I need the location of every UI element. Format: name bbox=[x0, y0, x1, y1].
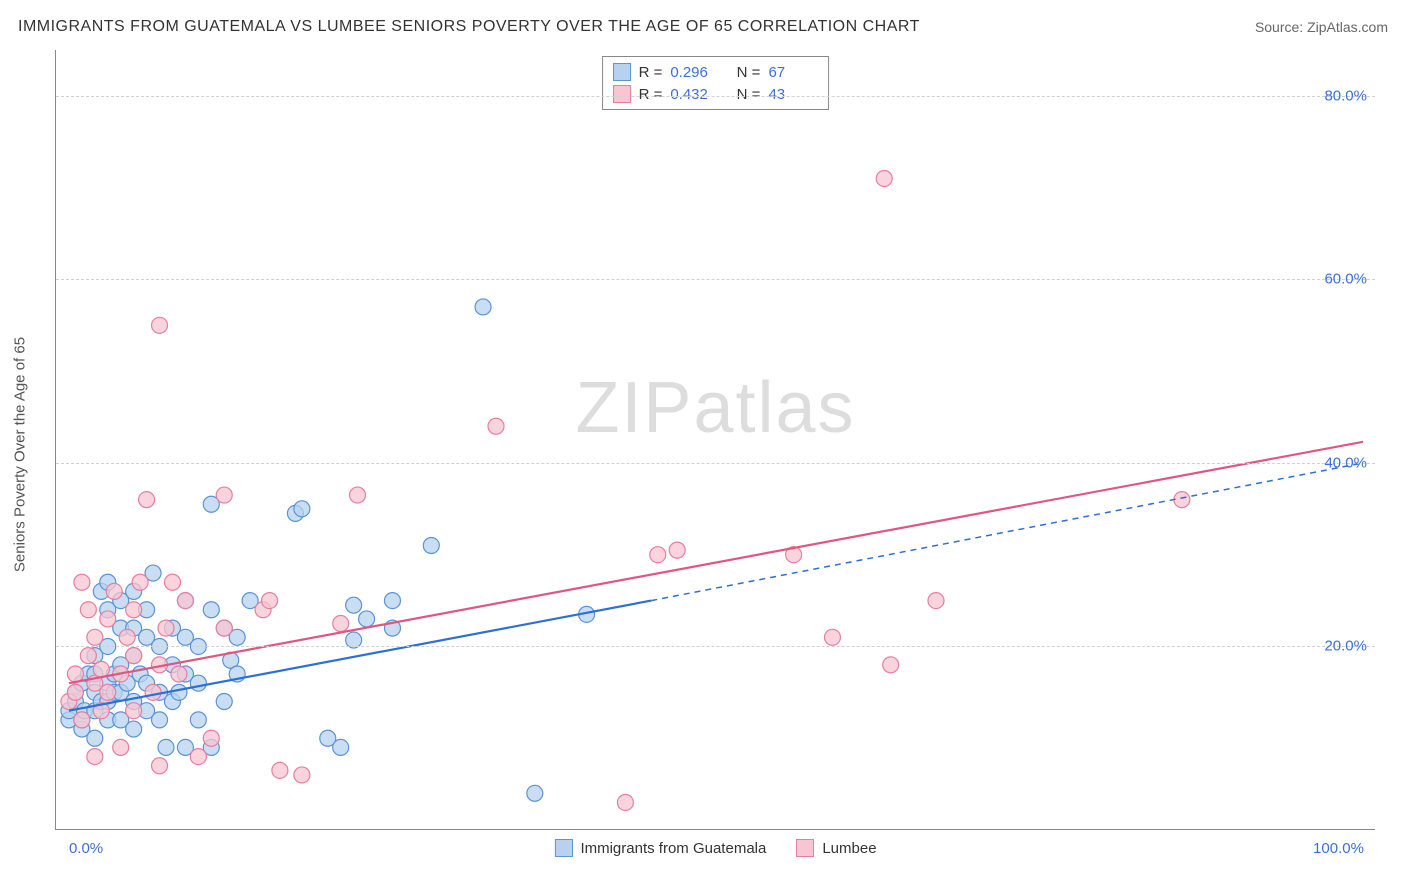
scatter-point bbox=[152, 758, 168, 774]
n-value: 43 bbox=[768, 86, 818, 103]
r-value: 0.432 bbox=[670, 86, 720, 103]
header: IMMIGRANTS FROM GUATEMALA VS LUMBEE SENI… bbox=[18, 18, 1388, 36]
r-label: R = bbox=[639, 86, 663, 103]
y-tick-label: 40.0% bbox=[1324, 454, 1367, 471]
scatter-point bbox=[87, 629, 103, 645]
scatter-point bbox=[87, 730, 103, 746]
chart-title: IMMIGRANTS FROM GUATEMALA VS LUMBEE SENI… bbox=[18, 18, 920, 36]
legend-series: Immigrants from Guatemala Lumbee bbox=[554, 839, 876, 857]
scatter-point bbox=[80, 602, 96, 618]
scatter-point bbox=[527, 785, 543, 801]
scatter-point bbox=[190, 749, 206, 765]
scatter-point bbox=[294, 501, 310, 517]
scatter-point bbox=[126, 648, 142, 664]
scatter-point bbox=[650, 547, 666, 563]
y-tick-label: 60.0% bbox=[1324, 271, 1367, 288]
scatter-point bbox=[883, 657, 899, 673]
grid-line bbox=[56, 463, 1375, 464]
legend-swatch bbox=[796, 839, 814, 857]
scatter-point bbox=[126, 602, 142, 618]
scatter-point bbox=[171, 684, 187, 700]
legend-swatch bbox=[554, 839, 572, 857]
scatter-point bbox=[100, 611, 116, 627]
grid-line bbox=[56, 96, 1375, 97]
legend-swatch bbox=[613, 85, 631, 103]
legend-stat-row: R = 0.296 N = 67 bbox=[613, 61, 819, 83]
scatter-point bbox=[876, 170, 892, 186]
scatter-point bbox=[139, 492, 155, 508]
scatter-point bbox=[152, 317, 168, 333]
scatter-point bbox=[126, 703, 142, 719]
scatter-point bbox=[216, 487, 232, 503]
scatter-point bbox=[333, 739, 349, 755]
scatter-point bbox=[113, 739, 129, 755]
chart-container: IMMIGRANTS FROM GUATEMALA VS LUMBEE SENI… bbox=[0, 0, 1406, 892]
scatter-point bbox=[190, 675, 206, 691]
scatter-point bbox=[294, 767, 310, 783]
scatter-point bbox=[158, 620, 174, 636]
scatter-point bbox=[100, 684, 116, 700]
legend-label: Immigrants from Guatemala bbox=[580, 840, 766, 857]
n-label: N = bbox=[728, 64, 760, 81]
legend-stat-row: R = 0.432 N = 43 bbox=[613, 83, 819, 105]
scatter-point bbox=[132, 574, 148, 590]
scatter-point bbox=[74, 574, 90, 590]
scatter-point bbox=[177, 593, 193, 609]
scatter-point bbox=[1174, 492, 1190, 508]
scatter-point bbox=[106, 583, 122, 599]
scatter-point bbox=[203, 730, 219, 746]
scatter-point bbox=[80, 648, 96, 664]
scatter-point bbox=[384, 593, 400, 609]
legend-label: Lumbee bbox=[822, 840, 876, 857]
x-tick-label: 0.0% bbox=[69, 840, 103, 857]
scatter-point bbox=[171, 666, 187, 682]
legend-item: Lumbee bbox=[796, 839, 876, 857]
scatter-point bbox=[488, 418, 504, 434]
y-tick-label: 20.0% bbox=[1324, 638, 1367, 655]
scatter-point bbox=[423, 538, 439, 554]
scatter-point bbox=[158, 739, 174, 755]
scatter-point bbox=[145, 684, 161, 700]
scatter-point bbox=[203, 602, 219, 618]
grid-line bbox=[56, 279, 1375, 280]
scatter-point bbox=[67, 684, 83, 700]
legend-swatch bbox=[613, 63, 631, 81]
scatter-point bbox=[190, 712, 206, 728]
legend-item: Immigrants from Guatemala bbox=[554, 839, 766, 857]
scatter-point bbox=[87, 749, 103, 765]
plot-area: ZIPatlas R =0.296 N =67R =0.432 N =43 Im… bbox=[55, 50, 1375, 830]
n-label: N = bbox=[728, 86, 760, 103]
scatter-point bbox=[216, 694, 232, 710]
scatter-point bbox=[350, 487, 366, 503]
trend-line-ext bbox=[651, 463, 1363, 601]
scatter-point bbox=[152, 712, 168, 728]
scatter-point bbox=[824, 629, 840, 645]
scatter-point bbox=[475, 299, 491, 315]
chart-svg bbox=[56, 50, 1375, 829]
r-label: R = bbox=[639, 64, 663, 81]
scatter-point bbox=[216, 620, 232, 636]
legend-stats: R = 0.296 N = 67 R = 0.432 N = 43 bbox=[602, 56, 830, 110]
scatter-point bbox=[262, 593, 278, 609]
y-axis-label: Seniors Poverty Over the Age of 65 bbox=[12, 337, 29, 572]
scatter-point bbox=[359, 611, 375, 627]
scatter-point bbox=[74, 712, 90, 728]
source-label: Source: ZipAtlas.com bbox=[1255, 19, 1388, 35]
scatter-point bbox=[126, 721, 142, 737]
scatter-point bbox=[164, 574, 180, 590]
grid-line bbox=[56, 646, 1375, 647]
scatter-point bbox=[272, 762, 288, 778]
scatter-point bbox=[617, 794, 633, 810]
scatter-point bbox=[119, 629, 135, 645]
y-tick-label: 80.0% bbox=[1324, 87, 1367, 104]
scatter-point bbox=[928, 593, 944, 609]
x-tick-label: 100.0% bbox=[1313, 840, 1364, 857]
r-value: 0.296 bbox=[670, 64, 720, 81]
scatter-point bbox=[67, 666, 83, 682]
n-value: 67 bbox=[768, 64, 818, 81]
scatter-point bbox=[333, 616, 349, 632]
scatter-point bbox=[669, 542, 685, 558]
scatter-point bbox=[346, 597, 362, 613]
